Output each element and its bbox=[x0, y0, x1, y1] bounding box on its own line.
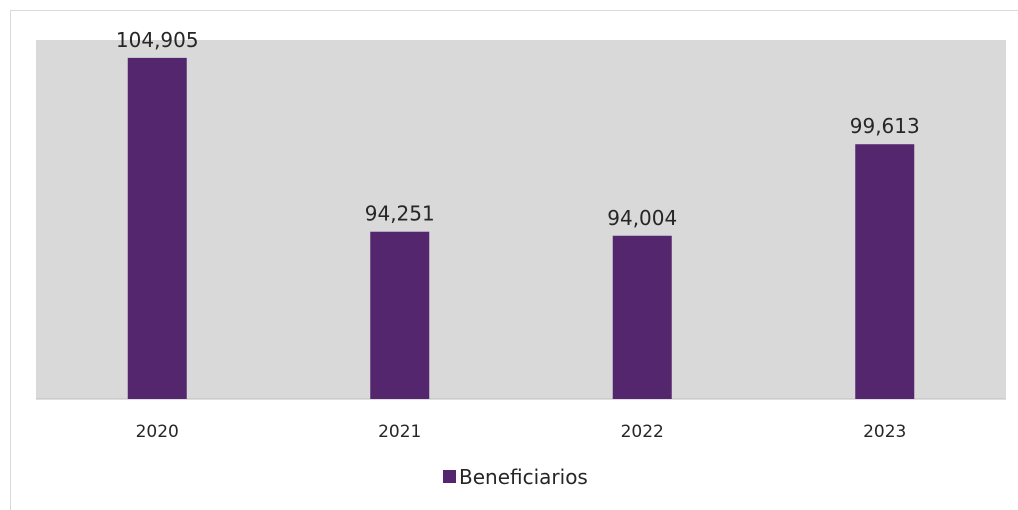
x-tick-label-2023: 2023 bbox=[863, 422, 906, 442]
legend-swatch bbox=[443, 470, 456, 483]
bars-group bbox=[127, 57, 915, 399]
x-tick-label-2021: 2021 bbox=[378, 422, 421, 442]
data-label-2021: 94,251 bbox=[365, 202, 435, 226]
chart-frame bbox=[10, 10, 1018, 510]
x-tick-label-2020: 2020 bbox=[136, 422, 179, 442]
bar-2021 bbox=[370, 231, 430, 399]
x-tick-label-2022: 2022 bbox=[621, 422, 664, 442]
legend-label: Beneficiarios bbox=[459, 465, 588, 489]
bar-2020 bbox=[127, 57, 187, 399]
bar-2022 bbox=[612, 235, 672, 399]
data-labels-group: 104,905 94,251 94,004 99,613 bbox=[116, 28, 920, 230]
data-label-2022: 94,004 bbox=[607, 206, 677, 230]
data-label-2023: 99,613 bbox=[850, 114, 920, 138]
plot-area bbox=[36, 40, 1006, 399]
data-label-2020: 104,905 bbox=[116, 28, 199, 52]
legend: Beneficiarios bbox=[443, 465, 588, 489]
bar-2023 bbox=[855, 144, 915, 399]
x-tick-labels-group: 2020 2021 2022 2023 bbox=[136, 422, 907, 442]
